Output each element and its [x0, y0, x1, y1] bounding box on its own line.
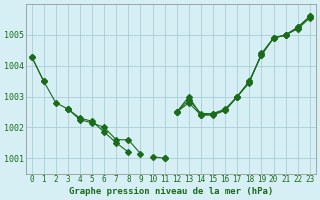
X-axis label: Graphe pression niveau de la mer (hPa): Graphe pression niveau de la mer (hPa) [68, 187, 273, 196]
